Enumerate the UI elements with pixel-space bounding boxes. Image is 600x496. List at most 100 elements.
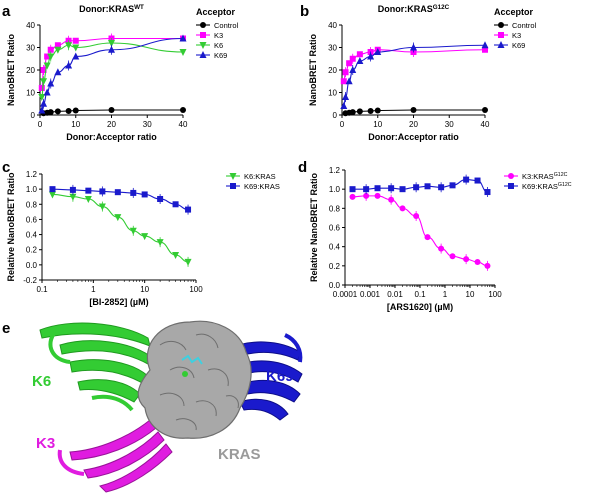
data-point [40, 78, 48, 86]
x-axis-label: [BI-2852] (µM) [89, 297, 148, 307]
x-tick-label: 30 [445, 120, 454, 129]
data-point [410, 43, 417, 51]
data-point [424, 234, 431, 241]
data-point [40, 99, 48, 107]
data-point [484, 262, 491, 269]
data-point [342, 93, 350, 100]
legend-title: Acceptor [494, 7, 534, 17]
data-point [180, 107, 186, 114]
panel-label-e: e [2, 320, 10, 337]
data-point [72, 52, 80, 60]
fit-curve-K69 [52, 188, 189, 211]
data-point [340, 78, 347, 85]
x-tick-label: 40 [481, 120, 490, 129]
chart-b: 0 10 20 30 40 0 10 20 30 40 Donor:Acceptor ratio Na… [308, 4, 537, 143]
data-point [114, 189, 121, 196]
data-point [72, 44, 80, 52]
label-k3: K3 [36, 435, 55, 452]
data-point [44, 53, 51, 60]
legend-label: K69 [512, 41, 525, 50]
y-tick-label: 0.4 [26, 231, 38, 240]
data-point [108, 107, 115, 114]
data-point [413, 213, 420, 219]
x-tick-label: 0.1 [36, 285, 48, 294]
data-point [141, 191, 148, 198]
legend-label: K6 [214, 41, 223, 50]
legend-swatch-marker [230, 183, 236, 189]
x-tick-label: 30 [143, 120, 152, 129]
data-point [65, 42, 73, 50]
data-point [340, 102, 348, 109]
legend-label: K69:KRAS [244, 182, 280, 191]
y-tick-label: 0 [333, 111, 338, 120]
data-point [172, 252, 180, 260]
legend-swatch-marker [229, 173, 237, 180]
data-point [65, 107, 72, 114]
panel-label-c: c [2, 159, 10, 176]
data-point [374, 107, 381, 114]
data-point [345, 77, 353, 85]
x-tick-label: 20 [107, 120, 116, 129]
data-point [54, 46, 62, 54]
legend-label: K3 [512, 31, 521, 40]
data-point [363, 192, 370, 199]
data-point [72, 37, 79, 44]
legend-label: Control [512, 21, 537, 30]
data-point [482, 46, 488, 53]
data-point [438, 245, 445, 252]
legend-swatch-marker [508, 183, 514, 189]
legend-swatch-marker [508, 173, 514, 179]
data-point [47, 79, 55, 87]
data-point [356, 51, 363, 58]
data-point [38, 94, 46, 101]
data-point [85, 187, 92, 194]
label-k69: K69 [266, 368, 294, 385]
legend-swatch-marker [497, 41, 505, 48]
data-point [349, 186, 356, 193]
y-tick-label: 0.0 [26, 261, 38, 270]
data-point [482, 107, 488, 114]
x-tick-label: 1 [443, 290, 448, 299]
data-point [349, 55, 356, 62]
chart-title: Donor:KRASG12C [378, 4, 450, 15]
y-tick-label: 0.2 [26, 246, 38, 255]
data-point [179, 49, 187, 56]
y-tick-label: 0.8 [329, 204, 341, 213]
data-point [172, 201, 179, 208]
data-point [185, 206, 192, 213]
y-tick-label: 0.2 [329, 262, 341, 271]
y-tick-label: 1.2 [26, 170, 38, 179]
data-point [54, 42, 61, 49]
data-point [114, 214, 122, 222]
data-point [43, 62, 51, 70]
y-tick-label: 40 [328, 21, 337, 30]
data-point [349, 109, 356, 116]
data-point [156, 239, 164, 247]
legend-swatch-marker [199, 51, 207, 58]
data-point [342, 69, 349, 76]
x-tick-label: 0.0001 [333, 290, 358, 299]
data-point [157, 195, 164, 202]
data-point [474, 259, 481, 265]
legend-label: K3 [214, 31, 223, 40]
data-point [367, 107, 374, 114]
x-axis-label: [ARS1620] (µM) [387, 302, 453, 312]
x-tick-label: 0.01 [387, 290, 403, 299]
data-point [43, 88, 51, 96]
data-point [47, 109, 54, 116]
data-point [463, 176, 470, 183]
data-point [48, 191, 56, 199]
data-point [47, 53, 55, 61]
x-tick-label: 0 [38, 120, 43, 129]
y-tick-label: 10 [26, 89, 35, 98]
y-axis-label: NanoBRET Ratio [308, 33, 318, 106]
data-point [388, 196, 395, 203]
data-point [367, 52, 375, 60]
x-tick-label: 0 [340, 120, 345, 129]
y-tick-label: 0.4 [329, 243, 341, 252]
label-k6: K6 [32, 373, 51, 390]
x-tick-label: 10 [466, 290, 475, 299]
panel-label-a: a [2, 3, 11, 20]
data-point [40, 67, 47, 73]
